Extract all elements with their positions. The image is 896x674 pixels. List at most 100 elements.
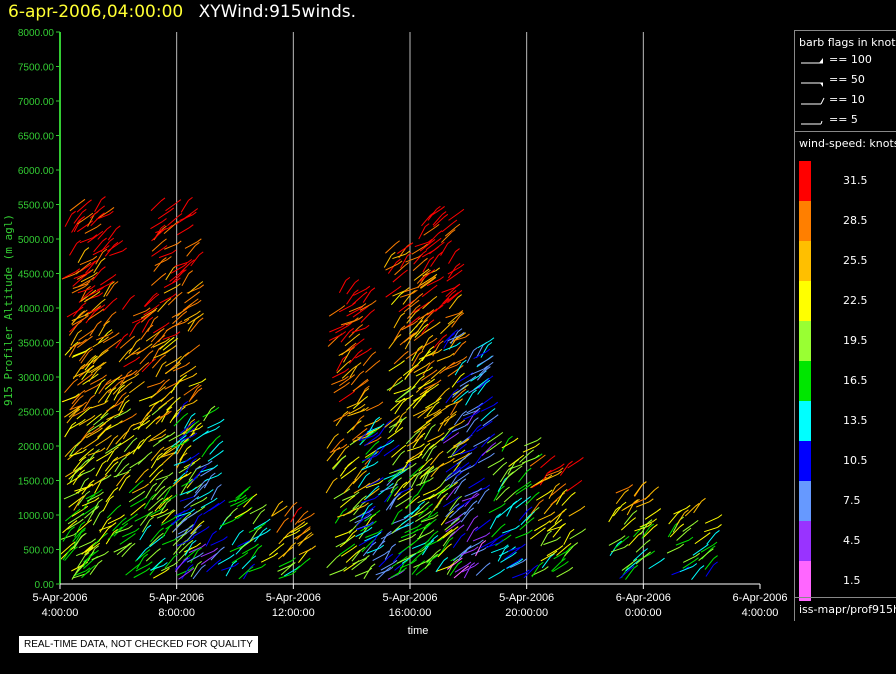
barb-flag xyxy=(424,268,430,273)
barb-shaft xyxy=(399,388,412,399)
barb-flag xyxy=(188,564,194,568)
wind-barb xyxy=(217,554,235,565)
barb-shaft xyxy=(477,340,491,349)
wind-barb xyxy=(477,452,495,464)
barb-flag xyxy=(400,360,405,364)
barb-flag xyxy=(201,378,207,383)
wind-barb xyxy=(104,456,119,472)
wind-barb xyxy=(387,258,401,274)
barb-shaft xyxy=(361,506,369,519)
wind-barb xyxy=(537,511,556,522)
barb-shaft xyxy=(405,256,419,263)
barb-shaft xyxy=(406,453,419,462)
barb-shaft xyxy=(411,246,425,255)
barb-shaft xyxy=(466,518,475,531)
wind-barb xyxy=(87,230,104,243)
barb-flag xyxy=(367,567,373,572)
barb-flag xyxy=(232,517,238,522)
barb-flag xyxy=(174,221,179,225)
barb-flag xyxy=(216,435,221,439)
barb-flag xyxy=(135,347,141,352)
barb-shaft xyxy=(200,556,213,565)
barb-flag xyxy=(455,248,460,252)
barb-flag xyxy=(365,285,371,290)
wind-barb xyxy=(399,559,418,569)
barb-flag xyxy=(374,440,380,445)
wind-barb xyxy=(294,510,309,525)
wind-barb xyxy=(75,458,90,473)
wind-barb xyxy=(93,257,106,274)
barb-shaft xyxy=(666,546,680,554)
barb-flag xyxy=(451,289,457,294)
wind-barb xyxy=(186,552,204,563)
barb-flag xyxy=(420,550,426,555)
barb-shaft xyxy=(390,400,402,412)
wind-barb xyxy=(406,304,421,319)
barb-shaft xyxy=(352,473,363,485)
barb-flag xyxy=(103,474,108,479)
barb-flag xyxy=(88,335,93,340)
barb-shaft xyxy=(141,361,153,373)
barb-flag xyxy=(106,517,112,521)
barb-shaft xyxy=(339,498,352,508)
barb-shaft xyxy=(186,245,196,257)
barb-shaft xyxy=(388,363,401,372)
wind-barb xyxy=(704,514,723,524)
wind-barb xyxy=(472,532,491,542)
wind-barb xyxy=(271,505,288,517)
barb-shaft xyxy=(441,540,450,553)
barb-shaft xyxy=(77,288,92,294)
barb-shaft xyxy=(426,552,437,563)
wind-barb xyxy=(174,556,191,570)
wind-barb xyxy=(139,524,152,541)
barb-shaft xyxy=(453,568,465,579)
barb-shaft xyxy=(352,381,365,392)
wind-barb xyxy=(200,497,218,509)
barb-flag xyxy=(456,520,462,525)
barb-shaft xyxy=(178,430,192,439)
wind-barb xyxy=(160,515,178,526)
barb-shaft xyxy=(149,537,162,548)
barb-shaft xyxy=(436,487,450,496)
barb-shaft xyxy=(151,405,164,416)
barb-flag xyxy=(73,378,78,383)
barb-shaft xyxy=(443,414,454,426)
barb-flag xyxy=(103,400,109,404)
wind-barb xyxy=(62,526,75,542)
barb-flag xyxy=(183,557,189,562)
barb-shaft xyxy=(413,271,426,281)
barb-flag xyxy=(84,348,90,353)
barb-shaft xyxy=(75,486,90,494)
barb-flag xyxy=(110,281,115,285)
wind-barb xyxy=(698,548,714,562)
barb-shaft xyxy=(225,563,234,577)
barb-shaft xyxy=(482,417,495,427)
barb-flag xyxy=(343,410,349,415)
wind-barb xyxy=(87,447,106,456)
wind-barb xyxy=(69,338,87,349)
wind-barb xyxy=(388,334,402,349)
wind-barb xyxy=(395,394,414,403)
barb-shaft xyxy=(361,497,375,504)
wind-barb xyxy=(134,362,150,376)
barb-shaft xyxy=(191,516,199,530)
barb-shaft xyxy=(420,517,435,523)
barb-flag xyxy=(146,511,152,516)
wind-barb xyxy=(86,448,100,464)
wind-barb xyxy=(404,333,417,350)
barb-shaft xyxy=(116,545,129,556)
barb-flag xyxy=(142,347,148,352)
wind-barb xyxy=(449,495,462,511)
barb-flag xyxy=(417,523,422,528)
barb-shaft xyxy=(430,369,443,380)
barb-shaft xyxy=(104,390,113,403)
barb-flag xyxy=(106,424,112,428)
wind-barb xyxy=(416,477,434,486)
wind-barb xyxy=(488,503,506,514)
barb-flag xyxy=(701,497,706,502)
barb-flag xyxy=(160,224,166,229)
barb-flag xyxy=(113,435,119,439)
barb-flag xyxy=(158,497,164,502)
barb-shaft xyxy=(361,464,375,471)
barb-flag xyxy=(517,497,523,502)
